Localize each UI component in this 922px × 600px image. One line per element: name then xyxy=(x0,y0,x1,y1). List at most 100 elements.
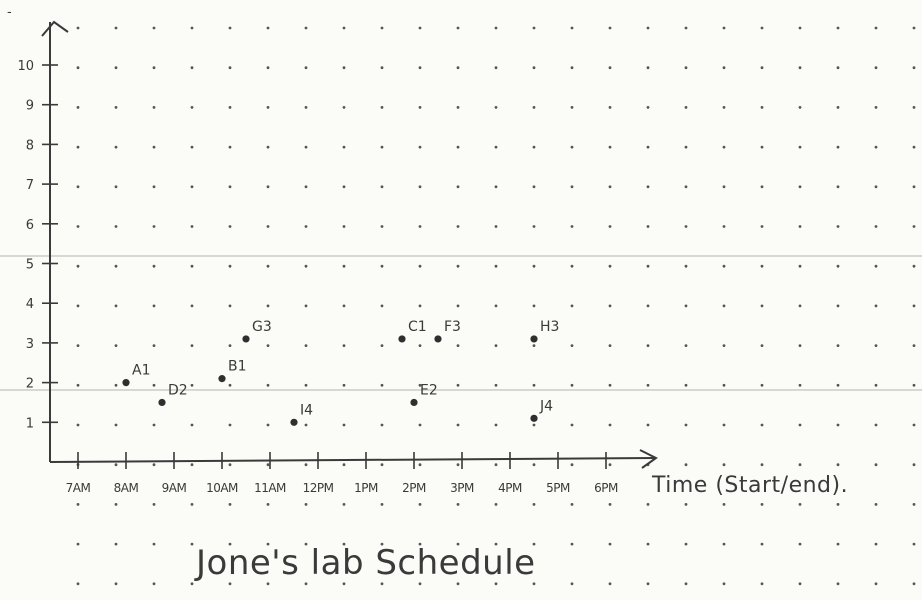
grid-dot xyxy=(722,344,726,347)
grid-dot xyxy=(684,185,688,189)
grid-dot xyxy=(114,383,118,387)
grid-dot xyxy=(266,26,270,30)
grid-dot xyxy=(874,225,878,228)
grid-dot xyxy=(228,344,232,347)
y-tick-label: 5 xyxy=(26,258,34,273)
point-label: I4 xyxy=(300,402,313,418)
grid-dot xyxy=(684,463,688,467)
grid-dot xyxy=(304,225,308,228)
y-tick-label: 2 xyxy=(26,377,34,392)
grid-dot xyxy=(570,304,574,308)
dot-grid xyxy=(76,26,916,586)
point-label: B1 xyxy=(228,359,247,375)
grid-dot xyxy=(228,225,232,228)
grid-dot xyxy=(380,66,384,70)
grid-dot xyxy=(228,304,232,308)
grid-dot xyxy=(532,423,536,427)
grid-dot xyxy=(494,304,498,308)
grid-dot xyxy=(418,582,422,586)
grid-dot xyxy=(836,106,840,109)
grid-dot xyxy=(912,344,916,347)
grid-dot xyxy=(836,26,840,30)
grid-dot xyxy=(418,264,422,268)
data-point xyxy=(122,379,130,387)
grid-dot xyxy=(494,26,498,30)
x-axis-arrow xyxy=(639,449,658,469)
grid-dot xyxy=(494,542,498,546)
grid-dot xyxy=(836,463,840,467)
grid-dot xyxy=(874,66,878,70)
grid-dot xyxy=(304,582,308,586)
grid-dot xyxy=(570,344,574,347)
grid-dot xyxy=(456,344,460,347)
grid-dot xyxy=(228,106,232,109)
grid-dot xyxy=(836,344,840,347)
grid-dot xyxy=(456,463,460,467)
grid-dot xyxy=(532,304,536,308)
grid-dot xyxy=(266,542,270,546)
grid-dot xyxy=(646,225,650,228)
grid-dot xyxy=(912,423,916,427)
grid-dot xyxy=(494,264,498,268)
grid-dot xyxy=(836,542,840,546)
grid-dot xyxy=(494,106,498,109)
grid-dot xyxy=(456,185,460,189)
grid-dot xyxy=(152,26,156,30)
grid-dot xyxy=(760,66,764,70)
grid-dot xyxy=(874,106,878,109)
grid-dot xyxy=(342,225,346,228)
grid-dot xyxy=(76,225,80,228)
grid-dot xyxy=(456,225,460,228)
grid-dot xyxy=(380,304,384,308)
grid-dot xyxy=(190,542,194,546)
grid-dot xyxy=(532,344,536,347)
data-point xyxy=(290,418,298,426)
grid-dot xyxy=(722,145,726,149)
grid-dot xyxy=(228,423,232,427)
grid-dot xyxy=(152,185,156,189)
grid-dot xyxy=(494,185,498,189)
grid-dot xyxy=(532,582,536,586)
grid-dot xyxy=(912,463,916,467)
grid-dot xyxy=(684,542,688,546)
grid-dot xyxy=(760,225,764,228)
y-axis-ticks: 1 2 3 4 5 6 7 8 9 10 xyxy=(17,59,58,431)
grid-dot xyxy=(646,582,650,586)
grid-dot xyxy=(190,26,194,30)
grid-dot xyxy=(760,383,764,387)
grid-dot xyxy=(152,542,156,546)
grid-dot xyxy=(532,225,536,228)
grid-dot xyxy=(874,185,878,189)
grid-dot xyxy=(114,185,118,189)
grid-dot xyxy=(266,344,270,347)
grid-dot xyxy=(342,503,346,506)
grid-dot xyxy=(114,26,118,30)
grid-dot xyxy=(684,344,688,347)
grid-dot xyxy=(342,383,346,387)
grid-dot xyxy=(912,264,916,268)
x-tick-label: 1PM xyxy=(354,481,378,495)
grid-dot xyxy=(152,423,156,427)
grid-dot xyxy=(760,463,764,467)
grid-dot xyxy=(646,145,650,149)
grid-dot xyxy=(304,304,308,308)
grid-dot xyxy=(836,225,840,228)
grid-dot xyxy=(912,383,916,387)
grid-dot xyxy=(190,344,194,347)
grid-dot xyxy=(760,264,764,268)
x-tick-label: 6PM xyxy=(594,481,618,495)
grid-dot xyxy=(228,145,232,149)
grid-dot xyxy=(912,185,916,189)
grid-dot xyxy=(570,264,574,268)
grid-dot xyxy=(760,423,764,427)
grid-dot xyxy=(912,582,916,586)
grid-dot xyxy=(646,383,650,387)
grid-dot xyxy=(152,225,156,228)
grid-dot xyxy=(342,185,346,189)
grid-dot xyxy=(798,66,802,70)
grid-dot xyxy=(76,344,80,347)
x-tick-label: 11AM xyxy=(254,481,286,495)
grid-dot xyxy=(380,26,384,30)
grid-dot xyxy=(874,582,878,586)
grid-dot xyxy=(684,503,688,506)
